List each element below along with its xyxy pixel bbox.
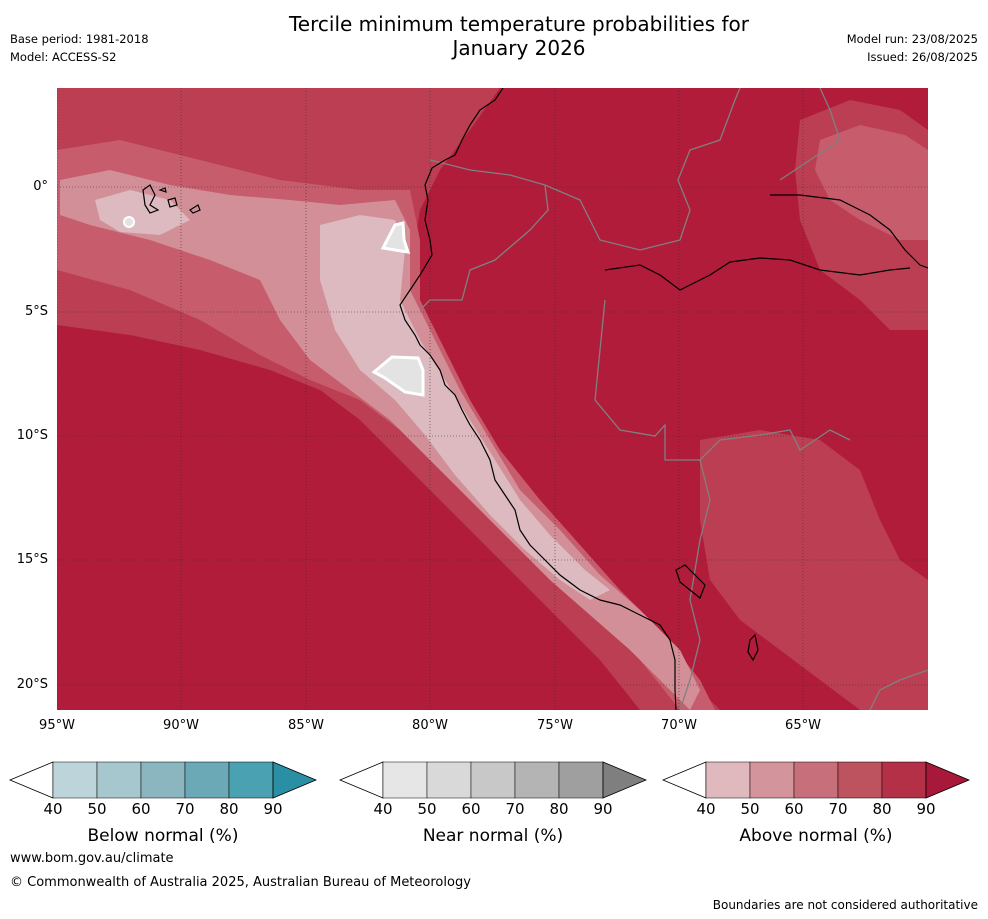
lat-label-0: 0° <box>33 179 48 194</box>
colorbar-title: Above normal (%) <box>739 826 893 846</box>
lon-label-90w: 90°W <box>163 718 199 733</box>
footer-disclaimer: Boundaries are not considered authoritat… <box>712 898 978 912</box>
colorbar-tick-label: 90 <box>263 800 283 818</box>
colorbar-segment <box>96 761 142 799</box>
colorbar-tick-label: 60 <box>461 800 481 818</box>
colorbar-tick-label: 50 <box>87 800 107 818</box>
colorbar-segment <box>470 761 516 799</box>
colorbar-segment <box>52 761 98 799</box>
chart-title: Tercile minimum temperature probabilitie… <box>0 12 988 60</box>
colorbar-high-extension <box>602 761 648 799</box>
lon-label-70w: 70°W <box>661 718 697 733</box>
colorbar-1 <box>338 761 648 799</box>
meta-left: Base period: 1981-2018 Model: ACCESS-S2 <box>10 30 149 66</box>
region-above-80-east <box>700 430 928 710</box>
colorbar-tick-label: 90 <box>593 800 613 818</box>
lat-label-10s: 10°S <box>16 428 48 443</box>
region-above-50 <box>95 150 910 600</box>
region-above-70-northeast <box>815 125 928 240</box>
colorbar-2 <box>661 761 971 799</box>
colorbar-tick-label: 40 <box>43 800 63 818</box>
colorbar-0 <box>8 761 318 799</box>
colorbar-tick-label: 40 <box>373 800 393 818</box>
lat-label-5s: 5°S <box>24 304 48 319</box>
lat-label-20s: 20°S <box>16 677 48 692</box>
title-line-1: Tercile minimum temperature probabilitie… <box>288 12 750 36</box>
colorbar-segment <box>837 761 883 799</box>
footer-copyright: © Commonwealth of Australia 2025, Austra… <box>10 875 471 890</box>
colorbar-tick-label: 70 <box>505 800 525 818</box>
colorbar-tick-label: 80 <box>549 800 569 818</box>
model-run: Model run: 23/08/2025 <box>846 32 978 46</box>
colorbar-tick-label: 80 <box>219 800 239 818</box>
colorbar-tick-label: 50 <box>417 800 437 818</box>
colorbar-low-extension <box>8 761 54 799</box>
near-normal-patch-3 <box>123 216 135 228</box>
lon-label-85w: 85°W <box>288 718 324 733</box>
footer-url: www.bom.gov.au/climate <box>10 851 174 866</box>
lon-label-80w: 80°W <box>412 718 448 733</box>
colorbar-tick-label: 80 <box>872 800 892 818</box>
title-line-2: January 2026 <box>452 36 586 60</box>
colorbar-title: Below normal (%) <box>87 826 239 846</box>
model-name: Model: ACCESS-S2 <box>10 50 117 64</box>
near-normal-patch-2 <box>371 355 425 397</box>
coastline <box>142 88 928 710</box>
colorbar-segment <box>184 761 230 799</box>
colorbar-segment <box>749 761 795 799</box>
lon-label-75w: 75°W <box>537 718 573 733</box>
colorbar-segment <box>793 761 839 799</box>
colorbar-tick-label: 60 <box>784 800 804 818</box>
colorbar-segment <box>228 761 274 799</box>
colorbar-high-extension <box>272 761 318 799</box>
colorbar-tick-label: 40 <box>696 800 716 818</box>
colorbar-low-extension <box>338 761 384 799</box>
lon-label-95w: 95°W <box>39 718 75 733</box>
lat-label-15s: 15°S <box>16 552 48 567</box>
colorbar-segment <box>705 761 751 799</box>
colorbar-low-extension <box>661 761 707 799</box>
lon-label-65w: 65°W <box>785 718 821 733</box>
country-borders <box>419 88 928 710</box>
colorbar-tick-label: 70 <box>175 800 195 818</box>
colorbar-tick-label: 60 <box>131 800 151 818</box>
colorbar-segment <box>558 761 604 799</box>
colorbar-tick-label: 90 <box>916 800 936 818</box>
meta-right: Model run: 23/08/2025 Issued: 26/08/2025 <box>847 30 978 66</box>
colorbar-segment <box>881 761 927 799</box>
colorbar-segment <box>140 761 186 799</box>
colorbar-tick-label: 50 <box>740 800 760 818</box>
colorbar-segment <box>382 761 428 799</box>
colorbar-segment <box>426 761 472 799</box>
colorbar-segment <box>514 761 560 799</box>
issued-date: Issued: 26/08/2025 <box>867 50 978 64</box>
graticule <box>57 88 928 710</box>
colorbar-high-extension <box>925 761 971 799</box>
base-period: Base period: 1981-2018 <box>10 32 149 46</box>
colorbar-title: Near normal (%) <box>422 826 564 846</box>
near-normal-patch-1 <box>380 221 411 254</box>
colorbar-tick-label: 70 <box>828 800 848 818</box>
